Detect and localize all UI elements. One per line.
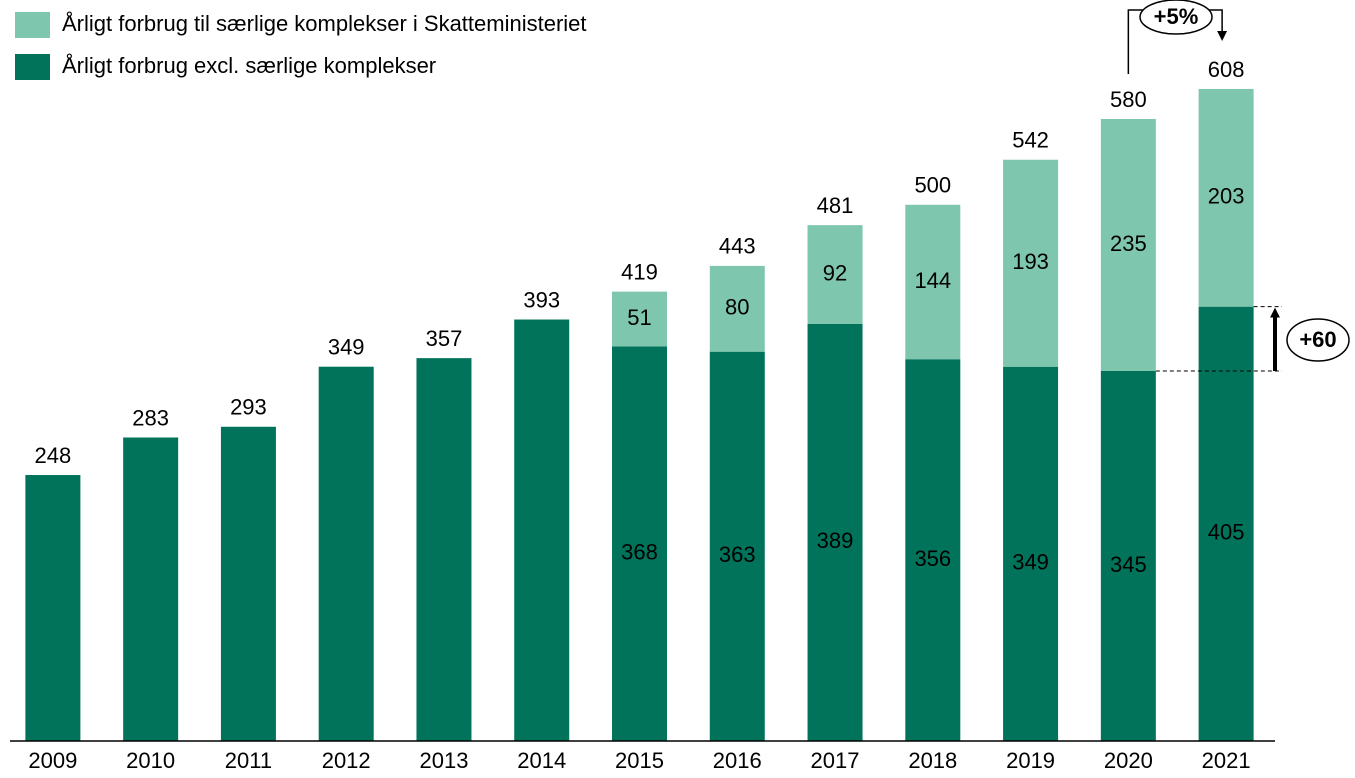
x-tick-label: 2016 (713, 748, 762, 773)
bar-segment (220, 426, 276, 741)
total-label: 608 (1208, 57, 1245, 82)
x-tick-label: 2011 (225, 748, 272, 773)
segment-label: 80 (725, 295, 749, 320)
bar-segment (612, 346, 667, 741)
bar-segment (514, 319, 570, 741)
x-tick-label: 2009 (28, 748, 77, 773)
bar-segment (1100, 118, 1156, 372)
segment-label: 368 (621, 539, 658, 564)
bar-segment (905, 359, 961, 741)
total-label: 248 (35, 443, 72, 468)
bar-segment (1003, 159, 1059, 367)
bar-segment (612, 291, 667, 347)
total-label: 443 (719, 234, 756, 259)
total-label: 393 (523, 287, 560, 312)
bar-segment (905, 204, 961, 360)
bar-segment (807, 323, 863, 741)
legend-swatch (15, 12, 50, 38)
legend-label: Årligt forbrug excl. særlige komplekser (62, 53, 436, 78)
annotation: +5% (1154, 4, 1199, 29)
bar-segment (1198, 306, 1254, 741)
x-tick-label: 2019 (1006, 748, 1055, 773)
x-tick-label: 2012 (322, 748, 371, 773)
segment-label: 356 (914, 546, 951, 571)
legend-swatch (15, 54, 50, 80)
x-tick-label: 2014 (517, 748, 566, 773)
legend-label: Årligt forbrug til særlige komplekser i … (62, 11, 587, 36)
segment-label: 193 (1012, 249, 1049, 274)
total-label: 580 (1110, 87, 1147, 112)
segment-label: 235 (1110, 231, 1147, 256)
bar-segment (416, 358, 472, 741)
x-tick-label: 2015 (615, 748, 664, 773)
bar-segment (709, 265, 765, 352)
annotation-oval (1139, 0, 1213, 35)
total-label: 357 (426, 326, 463, 351)
x-tick-label: 2017 (811, 748, 860, 773)
total-label: 293 (230, 395, 267, 420)
total-label: 542 (1012, 128, 1049, 153)
bar-segment (25, 475, 81, 741)
x-tick-label: 2018 (908, 748, 957, 773)
segment-label: 363 (719, 542, 756, 567)
annotation: +60 (1299, 327, 1336, 352)
x-tick-label: 2021 (1202, 748, 1251, 773)
segment-label: 51 (627, 305, 651, 330)
segment-label: 144 (914, 268, 951, 293)
segment-label: 349 (1012, 550, 1049, 575)
segment-label: 203 (1208, 184, 1245, 209)
bar-segment (318, 366, 374, 741)
bar-segment (123, 437, 179, 741)
total-label: 349 (328, 335, 365, 360)
bar-segment (1003, 366, 1059, 741)
annotation-oval (1286, 318, 1350, 362)
total-label: 283 (132, 405, 169, 430)
total-label: 500 (914, 173, 951, 198)
x-tick-label: 2020 (1104, 748, 1153, 773)
x-tick-label: 2013 (419, 748, 468, 773)
bar-segment (1100, 371, 1156, 741)
total-label: 419 (621, 259, 658, 284)
segment-label: 405 (1208, 520, 1245, 545)
total-label: 481 (817, 193, 854, 218)
bar-segment (807, 225, 863, 324)
segment-label: 345 (1110, 552, 1147, 577)
bar-segment (1198, 88, 1254, 307)
x-tick-label: 2010 (126, 748, 175, 773)
segment-label: 389 (817, 528, 854, 553)
segment-label: 92 (823, 260, 847, 285)
bar-segment (709, 351, 765, 741)
